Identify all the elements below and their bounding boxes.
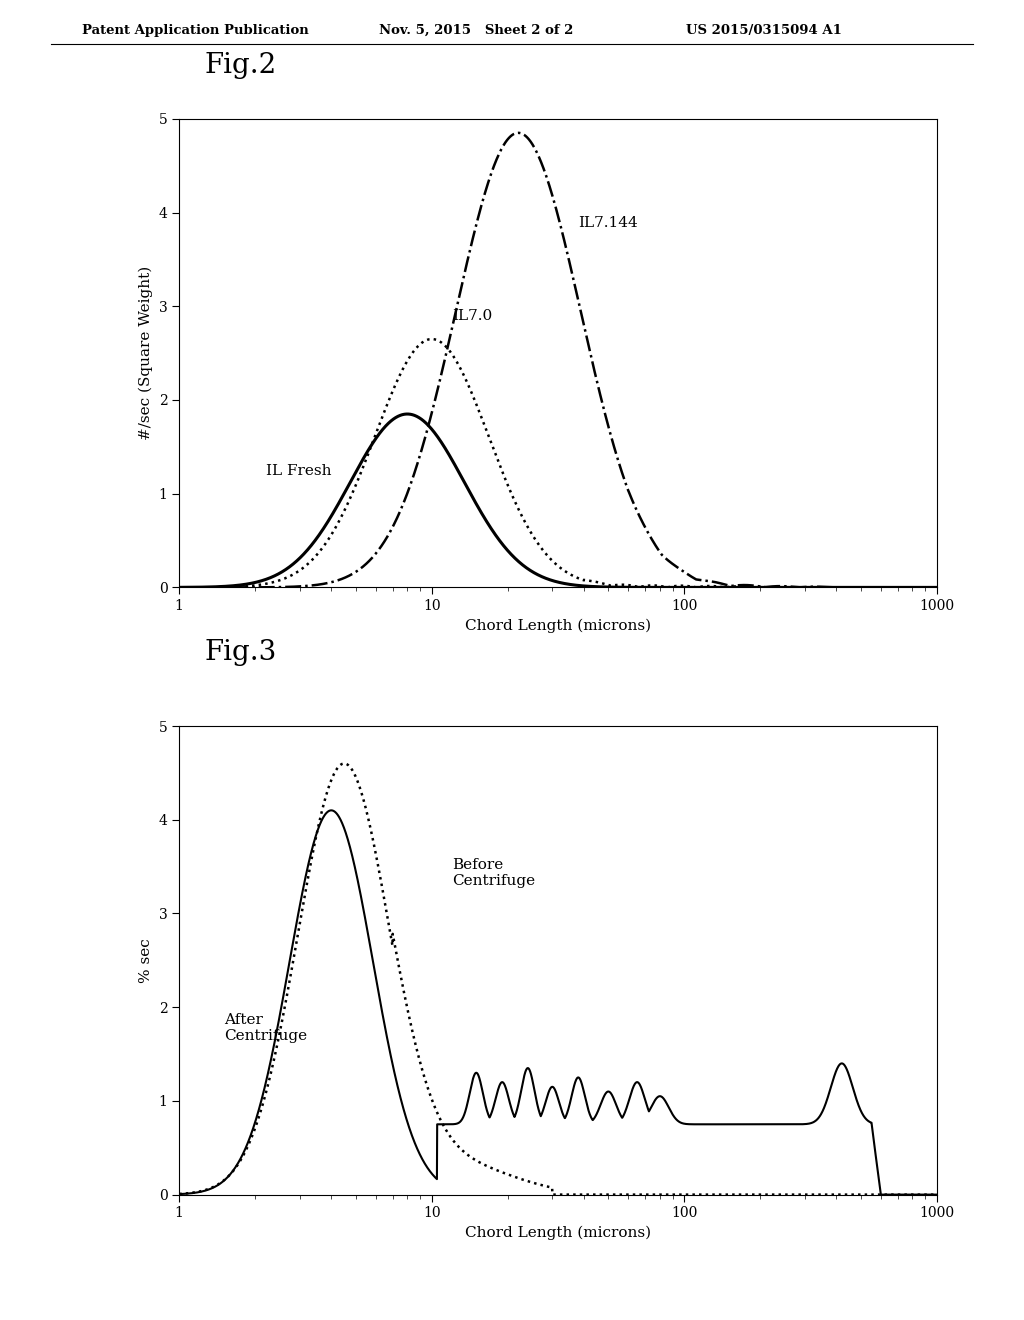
Text: IL7.144: IL7.144 (579, 215, 638, 230)
Y-axis label: #/sec (Square Weight): #/sec (Square Weight) (138, 265, 153, 441)
X-axis label: Chord Length (microns): Chord Length (microns) (465, 619, 651, 634)
Text: Nov. 5, 2015   Sheet 2 of 2: Nov. 5, 2015 Sheet 2 of 2 (379, 24, 573, 37)
Text: US 2015/0315094 A1: US 2015/0315094 A1 (686, 24, 842, 37)
X-axis label: Chord Length (microns): Chord Length (microns) (465, 1226, 651, 1241)
Text: IL7.0: IL7.0 (452, 309, 493, 323)
Text: Before
Centrifuge: Before Centrifuge (452, 858, 535, 888)
Text: IL Fresh: IL Fresh (265, 463, 331, 478)
Text: Fig.2: Fig.2 (205, 51, 278, 79)
Text: Patent Application Publication: Patent Application Publication (82, 24, 308, 37)
Y-axis label: % sec: % sec (139, 939, 153, 982)
Text: Fig.3: Fig.3 (205, 639, 278, 667)
Text: After
Centrifuge: After Centrifuge (223, 1012, 307, 1043)
